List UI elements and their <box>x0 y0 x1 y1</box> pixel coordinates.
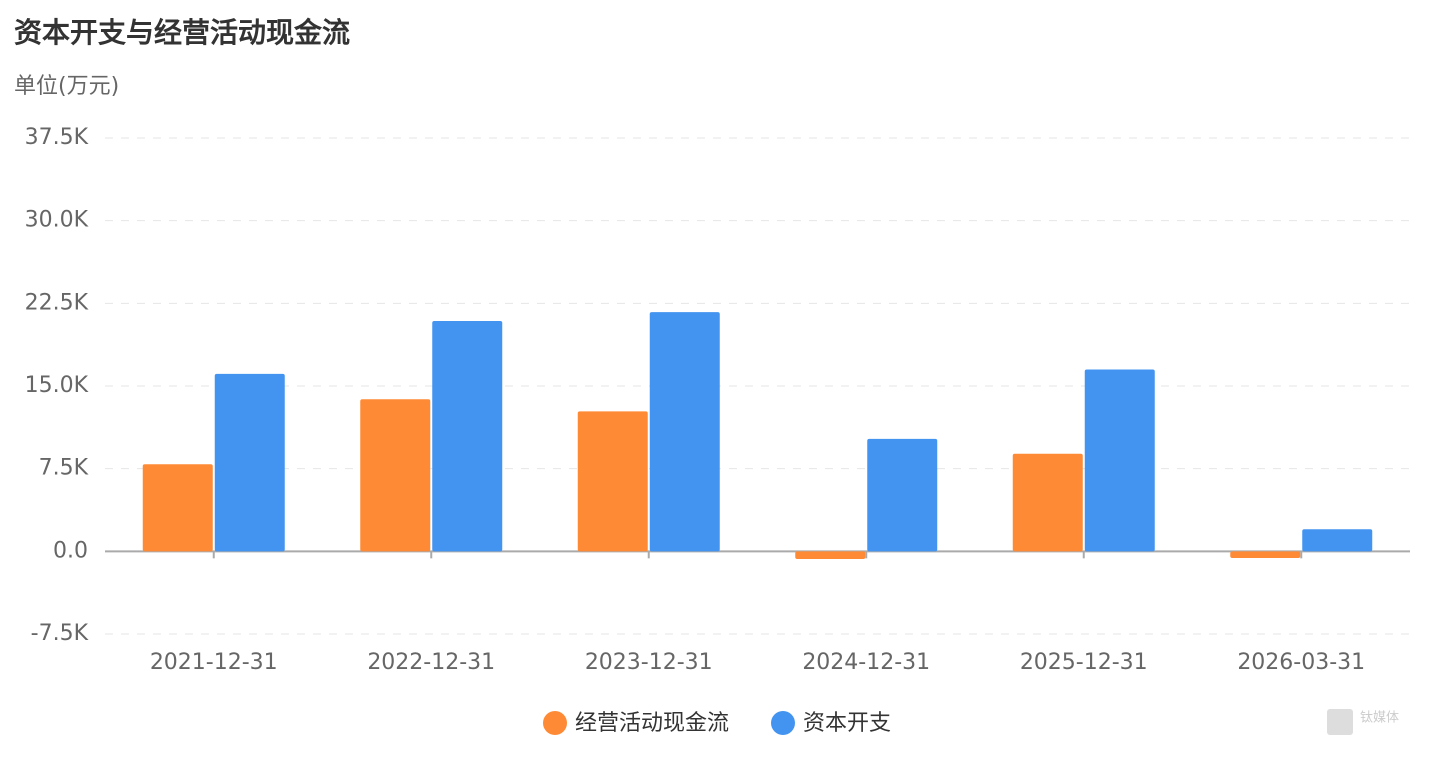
chart-title: 资本开支与经营活动现金流 <box>14 16 350 49</box>
x-tick-label: 2022-12-31 <box>367 650 495 675</box>
watermark-logo <box>1327 709 1353 735</box>
y-tick-label: 30.0K <box>25 208 89 233</box>
y-tick-label: 15.0K <box>25 373 89 398</box>
bar <box>360 399 431 552</box>
y-tick-label: -7.5K <box>31 621 89 646</box>
x-tick-label: 2026-03-31 <box>1237 650 1365 675</box>
bar <box>142 464 213 552</box>
y-tick-label: 0.0 <box>53 538 88 563</box>
bar <box>1230 551 1301 558</box>
legend-label: 经营活动现金流 <box>575 711 729 736</box>
x-tick-label: 2021-12-31 <box>150 650 278 675</box>
legend-marker <box>771 711 795 735</box>
legend-marker <box>543 711 567 735</box>
chart-subtitle: 单位(万元) <box>14 74 119 99</box>
bar <box>432 320 503 552</box>
y-tick-label: 7.5K <box>39 456 89 481</box>
legend-label: 资本开支 <box>803 711 891 736</box>
y-tick-label: 22.5K <box>25 290 89 315</box>
bar <box>1302 529 1373 552</box>
watermark: 钛媒体 <box>1360 711 1399 726</box>
bar <box>214 373 285 552</box>
bar <box>577 411 648 552</box>
x-tick-label: 2023-12-31 <box>585 650 713 675</box>
x-tick-label: 2025-12-31 <box>1020 650 1148 675</box>
bar <box>867 438 938 552</box>
bar <box>795 551 866 560</box>
x-tick-label: 2024-12-31 <box>802 650 930 675</box>
bar <box>1012 453 1083 552</box>
bar <box>649 312 720 552</box>
bar <box>1084 369 1155 552</box>
y-tick-label: 37.5K <box>25 125 89 150</box>
